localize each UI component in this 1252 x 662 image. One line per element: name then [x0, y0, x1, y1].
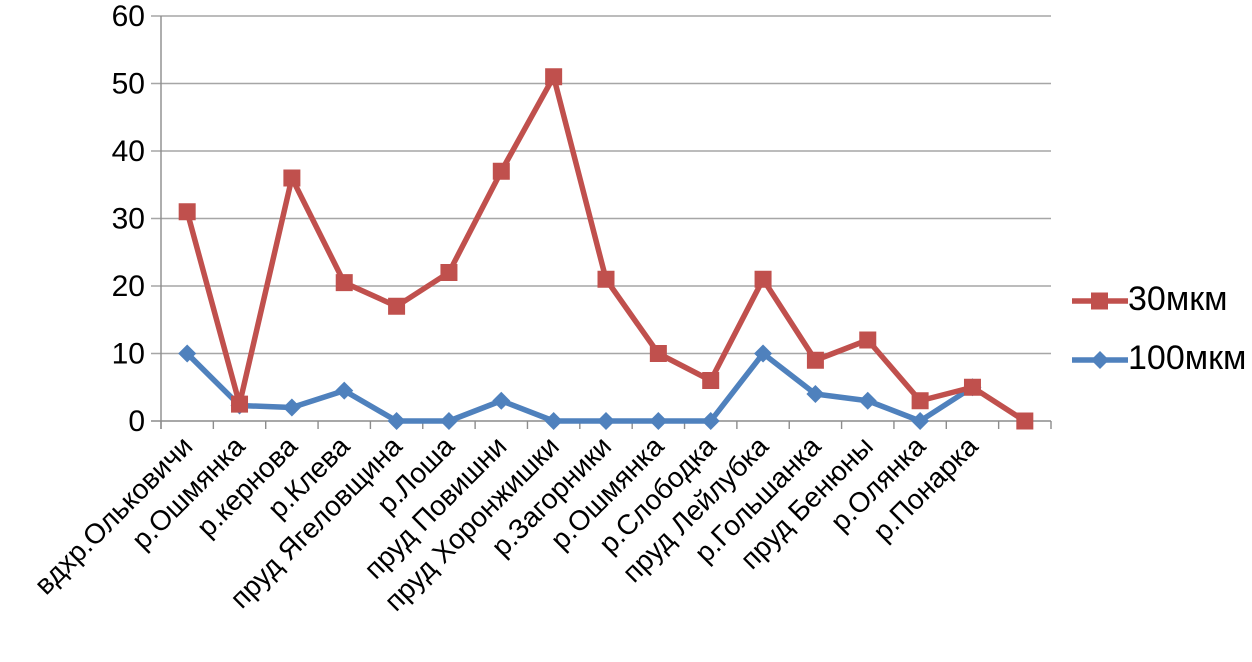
data-point-30мкм-12 — [754, 270, 772, 288]
data-point-100мкм-1 — [178, 344, 197, 363]
data-point-30мкм-17 — [1016, 412, 1034, 430]
y-axis-label-40: 40 — [112, 135, 145, 168]
chart-legend: 30мкм 100мкм — [1072, 280, 1247, 378]
data-point-100мкм-8 — [544, 412, 563, 430]
y-axis-label-50: 50 — [112, 68, 145, 101]
data-point-30мкм-9 — [597, 270, 615, 288]
data-point-100мкм-12 — [754, 344, 773, 363]
y-axis-label-10: 10 — [112, 338, 145, 371]
data-point-100мкм-3 — [282, 398, 301, 417]
data-point-30мкм-16 — [963, 378, 981, 396]
data-point-100мкм-10 — [649, 412, 668, 430]
legend-item-100mkm: 100мкм — [1072, 339, 1247, 378]
data-point-30мкм-14 — [859, 331, 877, 349]
legend-item-30mkm: 30мкм — [1072, 280, 1246, 318]
data-point-30мкм-4 — [335, 274, 353, 292]
legend-label-30mkm: 30мкм — [1128, 280, 1228, 318]
data-point-30мкм-15 — [911, 392, 929, 410]
data-point-100мкм-11 — [701, 412, 720, 430]
data-point-30мкм-8 — [545, 68, 563, 86]
data-point-100мкм-5 — [387, 412, 406, 430]
data-point-100мкм-15 — [911, 412, 930, 430]
legend-marker-art — [1072, 351, 1128, 370]
data-point-30мкм-11 — [702, 372, 720, 389]
data-point-30мкм-13 — [806, 351, 824, 369]
data-point-100мкм-6 — [439, 412, 458, 430]
data-point-100мкм-14 — [858, 391, 877, 410]
data-point-30мкм-3 — [283, 169, 301, 187]
series-line-30мкм — [184, 74, 1028, 424]
data-point-100мкм-4 — [335, 381, 354, 400]
data-point-30мкм-10 — [649, 345, 667, 362]
data-point-30мкм-2 — [231, 395, 249, 413]
data-point-30мкм-5 — [388, 297, 406, 315]
legend-label-100mkm: 100мкм — [1128, 339, 1247, 378]
series-line-100мкм — [184, 350, 976, 424]
y-axis-label-30: 30 — [112, 203, 145, 236]
data-point-100мкм-7 — [492, 391, 511, 410]
legend-marker-art — [1072, 292, 1128, 310]
data-point-100мкм-13 — [806, 385, 825, 403]
y-axis-label-0: 0 — [128, 405, 145, 438]
data-point-30мкм-7 — [492, 162, 510, 180]
data-point-30мкм-1 — [178, 203, 196, 221]
legend-marker-diamond-icon — [1072, 341, 1128, 377]
y-axis-label-20: 20 — [112, 270, 145, 303]
y-axis-label-60: 60 — [112, 0, 145, 33]
data-point-100мкм-9 — [597, 412, 615, 430]
legend-marker-square-icon — [1072, 282, 1128, 318]
data-point-30мкм-6 — [440, 264, 458, 281]
